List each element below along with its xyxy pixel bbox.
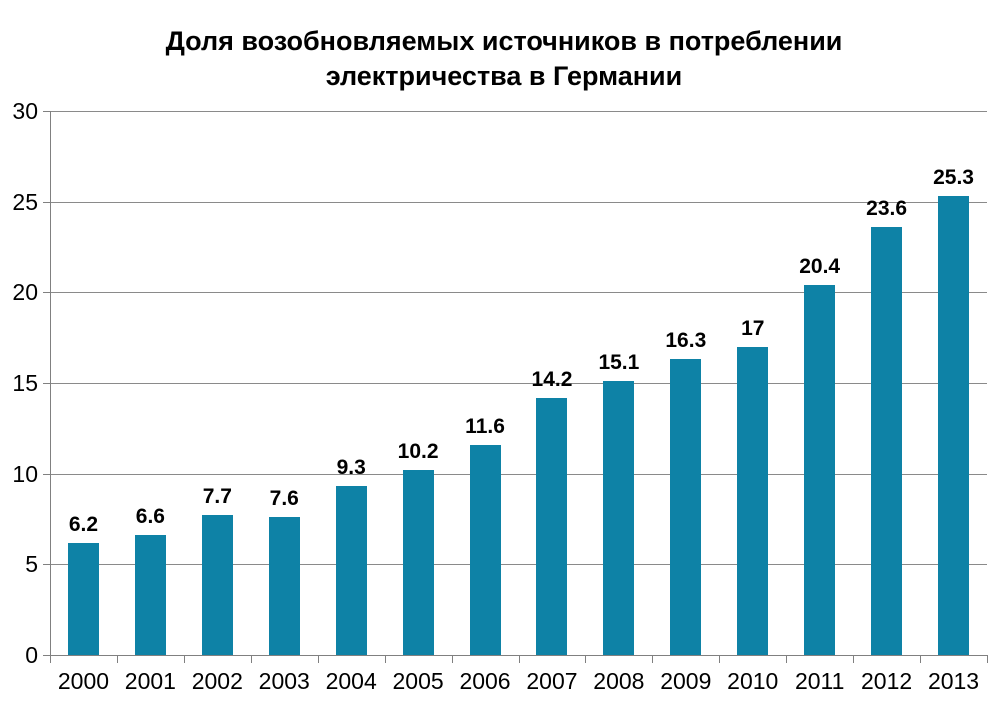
y-tick-30 (43, 111, 50, 112)
x-tick-11 (786, 655, 788, 663)
y-axis-label-30: 30 (12, 98, 38, 124)
bar-2000 (67, 542, 99, 655)
bar-2008 (603, 381, 635, 655)
x-axis-label-2011: 2011 (794, 668, 845, 694)
x-axis-label-2003: 2003 (258, 668, 310, 694)
bar-2012 (871, 227, 903, 655)
bar-2004 (335, 486, 367, 655)
value-label-2000: 6.2 (68, 512, 99, 536)
value-label-2011: 20.4 (799, 255, 841, 279)
x-axis-label-2005: 2005 (392, 668, 444, 694)
chart-title: Доля возобновляемых источников в потребл… (0, 24, 1008, 94)
y-tick-10 (43, 473, 50, 475)
bar-2007 (536, 397, 568, 655)
value-label-2001: 6.6 (135, 505, 165, 529)
y-axis-label-5: 5 (25, 551, 38, 578)
x-axis-label-2006: 2006 (459, 668, 511, 694)
bar-2003 (268, 517, 300, 655)
chart-title-line-1: Доля возобновляемых источников в потребл… (165, 26, 843, 56)
gridline-y-30 (50, 111, 987, 112)
x-axis-label-2012: 2012 (861, 668, 913, 694)
y-tick-15 (43, 383, 50, 384)
y-tick-25 (43, 201, 50, 203)
bar-2009 (670, 359, 702, 655)
chart-title-line-2: электричества в Германии (325, 61, 683, 91)
y-axis-label-10: 10 (12, 460, 38, 487)
x-axis-label-2008: 2008 (593, 668, 645, 694)
x-axis-label-2013: 2013 (927, 668, 980, 694)
x-axis-label-2004: 2004 (325, 668, 377, 694)
x-tick-3 (250, 655, 252, 663)
bar-2001 (134, 535, 166, 655)
x-tick-14 (987, 655, 988, 663)
value-label-2007: 14.2 (531, 367, 573, 391)
bar-2002 (201, 515, 233, 655)
value-label-2005: 10.2 (397, 440, 439, 464)
y-axis-line (50, 111, 51, 656)
x-tick-6 (451, 655, 453, 663)
y-axis-label-20: 20 (12, 279, 38, 306)
bar-2006 (469, 444, 501, 655)
x-axis-label-2000: 2000 (57, 668, 110, 694)
x-tick-1 (116, 655, 118, 663)
bar-2013 (938, 196, 970, 655)
value-label-2002: 7.7 (202, 485, 232, 509)
y-axis-label-15: 15 (12, 370, 38, 396)
x-tick-8 (585, 655, 587, 663)
y-tick-5 (43, 564, 50, 566)
x-tick-0 (50, 655, 51, 663)
x-tick-13 (920, 655, 922, 663)
gridline-y-5 (50, 564, 987, 566)
x-tick-9 (652, 655, 654, 663)
x-axis-label-2010: 2010 (727, 668, 779, 694)
x-axis-label-2009: 2009 (660, 668, 712, 694)
gridline-y-25 (50, 201, 987, 203)
bar-2005 (402, 470, 434, 655)
y-axis-label-25: 25 (12, 188, 38, 215)
x-tick-5 (384, 655, 386, 663)
x-tick-7 (518, 655, 520, 663)
value-label-2008: 15.1 (598, 351, 640, 375)
x-tick-4 (317, 655, 319, 663)
y-tick-0 (43, 655, 50, 656)
value-label-2004: 9.3 (336, 456, 366, 480)
x-axis-label-2001: 2001 (124, 668, 176, 694)
y-tick-20 (43, 292, 50, 294)
value-label-2012: 23.6 (866, 197, 908, 221)
value-label-2006: 11.6 (465, 414, 505, 438)
bar-2010 (737, 346, 769, 655)
x-tick-12 (853, 655, 855, 663)
gridline-y-15 (50, 383, 987, 384)
gridline-y-10 (50, 473, 987, 475)
value-label-2009: 16.3 (665, 329, 707, 353)
x-axis-label-2007: 2007 (526, 668, 578, 694)
value-label-2010: 17 (741, 316, 765, 340)
gridline-y-20 (50, 292, 987, 294)
y-axis-label-0: 0 (25, 642, 38, 668)
value-label-2013: 25.3 (933, 166, 974, 190)
value-label-2003: 7.6 (269, 487, 299, 511)
x-tick-2 (183, 655, 185, 663)
bar-2011 (804, 285, 836, 655)
x-tick-10 (719, 655, 721, 663)
x-axis-label-2002: 2002 (191, 668, 243, 694)
